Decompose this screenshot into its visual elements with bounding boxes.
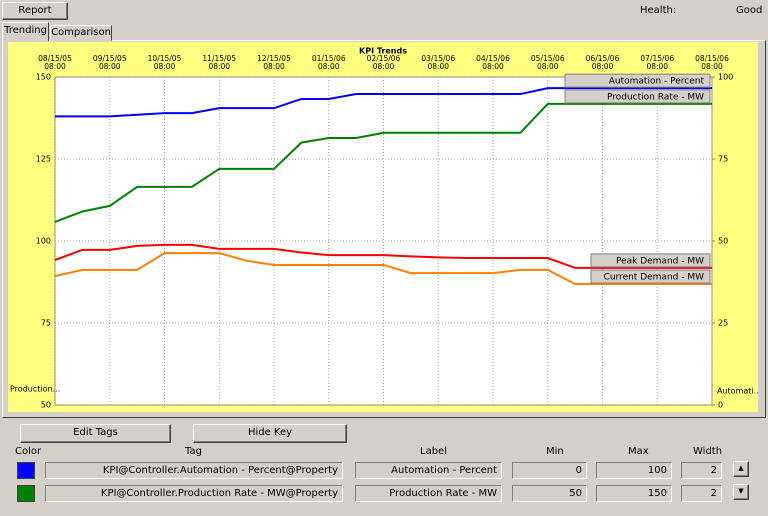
y-tick-label: 125 [36,155,51,164]
label-field[interactable]: Automation - Percent [355,462,502,479]
max-field[interactable]: 150 [596,485,672,502]
x-tick-label: 09/15/05 08:00 [92,54,127,71]
x-tick-label: 01/15/06 08:00 [311,54,346,71]
y2-tick-label: 50 [718,237,728,246]
y2-axis-label: Automati... [717,387,758,396]
series-key-box [564,89,711,104]
series-key: Peak Demand - MW [590,253,711,268]
x-tick-label: 11/15/05 08:00 [202,54,237,71]
color-swatch[interactable] [17,485,35,502]
series-line [54,243,712,269]
report-button[interactable]: Report [2,2,68,20]
y-tick-label: 100 [36,237,51,246]
hide-key-button[interactable]: Hide Key [193,424,347,443]
header-min: Min [546,446,564,457]
scroll-up[interactable]: ▲ [733,461,749,477]
y2-tick-label: 0 [718,401,723,410]
y-tick-label: 75 [41,319,51,328]
series-key: Current Demand - MW [590,269,711,284]
chart-container: KPI Trends Production... Automati... 50 7… [8,42,758,412]
header-color: Color [15,446,42,457]
x-tick-label: 07/15/06 08:00 [640,54,675,71]
series-line [55,87,712,118]
min-field[interactable]: 50 [512,485,587,502]
y2-tick-label: 100 [718,73,733,82]
tab-panel [2,40,766,418]
width-field[interactable]: 2 [681,462,722,479]
series-line [54,252,712,285]
x-tick-label: 12/15/05 08:00 [257,54,291,71]
label-field[interactable]: Production Rate - MW [355,485,502,502]
y-tick-label: 50 [41,401,51,410]
chart: KPI Trends Production... Automati... 50 7… [8,42,758,412]
max-field[interactable]: 100 [596,462,672,479]
edit-tags-button[interactable]: Edit Tags [20,424,171,443]
header-max: Max [628,446,649,457]
x-tick-label: 10/15/05 08:00 [147,54,182,71]
header-label: Label [420,446,447,457]
header-width: Width [693,446,723,457]
min-field[interactable]: 0 [512,462,587,479]
x-tick-label: 06/15/06 08:00 [585,54,620,71]
x-tick-label: 08/15/05 08:00 [38,54,72,71]
tab-trending[interactable]: Trending [2,22,49,41]
y-tick-label: 150 [36,73,51,82]
width-field[interactable]: 2 [681,485,722,502]
series-key: Automation - Percent [564,73,711,88]
series-key-box [590,269,711,284]
series-line [54,102,712,223]
x-tick-label: 04/15/06 08:00 [476,54,510,71]
y-axis-label: Production... [10,385,60,394]
scroll-down[interactable]: ▼ [733,484,749,500]
series-key-label: Current Demand - MW [604,272,705,282]
chart-title: KPI Trends [359,47,407,56]
tag-field[interactable]: KPI@Controller.Automation - Percent@Prop… [45,462,343,479]
series-key: Production Rate - MW [564,89,711,104]
health-label: Health: [640,5,677,16]
x-tick-label: 05/15/06 08:00 [530,54,565,71]
color-swatch[interactable] [17,462,35,479]
series-key-label: Automation - Percent [609,77,705,87]
series-key-box [564,73,711,88]
health-value: Good [736,5,763,16]
x-tick-label: 02/15/06 08:00 [366,54,401,71]
y2-tick-label: 75 [718,155,728,164]
series-key-box [590,253,711,268]
tab-comparison[interactable]: Comparison [50,25,112,41]
series-key-label: Peak Demand - MW [616,256,704,266]
series-key-label: Production Rate - MW [607,92,704,102]
x-tick-label: 08/15/06 08:00 [695,54,729,71]
y2-tick-label: 25 [718,319,728,328]
tag-field[interactable]: KPI@Controller.Production Rate - MW@Prop… [45,485,343,502]
x-tick-label: 03/15/06 08:00 [421,54,456,71]
header-tag: Tag [185,446,202,457]
